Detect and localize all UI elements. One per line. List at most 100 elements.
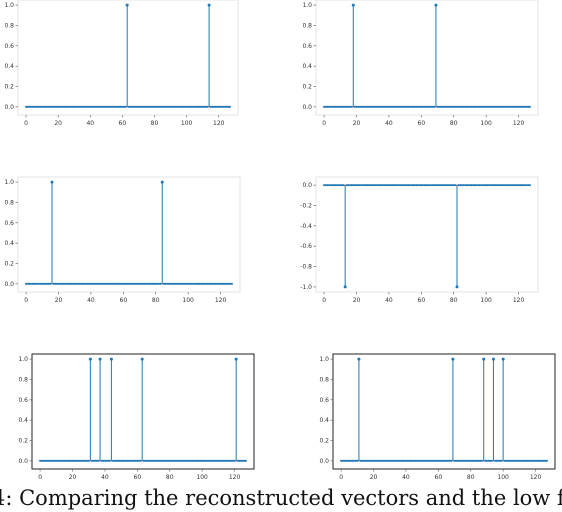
stem-marker xyxy=(491,184,494,187)
stem-marker xyxy=(166,105,169,108)
stem-marker xyxy=(457,105,460,108)
stem-marker xyxy=(103,459,106,462)
stem-marker xyxy=(519,184,522,187)
stem-marker xyxy=(494,184,497,187)
stem-marker xyxy=(183,105,187,108)
stem-marker xyxy=(68,459,71,462)
y-tick-label: 0.8 xyxy=(319,376,329,383)
stem-marker xyxy=(361,184,365,187)
stem-marker xyxy=(81,459,84,462)
stem-marker xyxy=(420,184,423,187)
stem-marker xyxy=(176,459,179,462)
stem-marker xyxy=(498,459,501,462)
stem-marker xyxy=(182,105,185,108)
stem-marker xyxy=(446,184,449,187)
stem-marker xyxy=(493,105,496,108)
stem-marker xyxy=(181,459,184,462)
stem-marker xyxy=(170,282,173,285)
stem-marker xyxy=(107,459,110,462)
stem-marker xyxy=(228,459,231,462)
x-tick-label: 80 xyxy=(450,297,458,304)
x-tick-label: 100 xyxy=(182,297,194,304)
stem-marker xyxy=(455,285,459,289)
stem-marker xyxy=(97,105,100,108)
stem-marker xyxy=(421,459,424,462)
stem-marker xyxy=(370,184,373,187)
stem-marker xyxy=(64,459,68,462)
stem-marker xyxy=(152,459,155,462)
stem-marker xyxy=(350,105,353,108)
stem-marker xyxy=(106,105,109,108)
stem-marker xyxy=(135,282,138,285)
stem-marker xyxy=(132,282,135,285)
stem-marker xyxy=(442,459,445,462)
figure-caption: 4: Comparing the reconstructed vectors a… xyxy=(0,486,562,510)
stem-marker xyxy=(183,282,186,285)
stem-marker xyxy=(506,459,510,462)
stem-marker xyxy=(147,105,150,108)
stem-marker xyxy=(71,105,74,108)
stem-marker xyxy=(430,459,433,462)
stem-marker xyxy=(159,282,162,285)
stem-marker xyxy=(28,105,31,108)
stem-marker xyxy=(65,105,68,108)
stem-marker xyxy=(350,184,353,187)
stem-marker xyxy=(190,105,193,108)
stem-marker xyxy=(391,105,394,108)
stem-marker xyxy=(194,459,197,462)
stem-marker xyxy=(107,282,110,285)
stem-marker xyxy=(353,105,356,108)
stem-marker xyxy=(472,459,476,462)
stem-marker xyxy=(489,105,493,108)
stem-marker xyxy=(25,282,28,285)
stem-marker xyxy=(138,105,142,108)
stem-marker xyxy=(214,105,217,108)
stem-marker xyxy=(327,184,331,187)
stem-marker xyxy=(63,105,66,108)
stem-marker xyxy=(159,105,162,108)
stem-marker xyxy=(114,105,118,108)
stem-marker xyxy=(370,459,373,462)
x-tick-label: 40 xyxy=(402,474,410,481)
plot-frame xyxy=(332,353,556,470)
stem-marker xyxy=(221,282,224,285)
stem-marker xyxy=(125,3,129,7)
stem-marker xyxy=(474,459,477,462)
stem-marker xyxy=(143,282,146,285)
stem-marker xyxy=(153,282,156,285)
stem-marker xyxy=(150,105,153,108)
stem-marker xyxy=(373,184,376,187)
stem-marker xyxy=(386,184,389,187)
stem-marker xyxy=(89,282,92,285)
stem-marker xyxy=(389,105,392,108)
stem-marker xyxy=(527,105,530,108)
stem-marker xyxy=(148,282,151,285)
stem-marker xyxy=(441,184,444,187)
y-tick-label: -0.8 xyxy=(300,264,312,271)
stem-marker xyxy=(367,459,370,462)
plot-frame xyxy=(315,0,539,116)
stem-marker xyxy=(503,459,506,462)
stem-marker xyxy=(534,459,537,462)
stem-marker xyxy=(451,184,454,187)
stem-marker xyxy=(461,459,464,462)
y-tick-label: -0.6 xyxy=(300,243,312,250)
stem-marker xyxy=(496,105,499,108)
stem-marker xyxy=(471,459,474,462)
stem-marker xyxy=(476,105,480,108)
stem-marker xyxy=(128,282,131,285)
stem-marker xyxy=(532,459,535,462)
y-tick-label: 0.2 xyxy=(4,84,14,91)
stem-marker xyxy=(53,105,56,108)
stem-marker xyxy=(383,105,386,108)
stem-marker xyxy=(393,459,396,462)
stem-marker xyxy=(520,184,523,187)
panel-middle-right: 0 20 40 60 80 100 120 0.0 -0.2 -0.4 -0.6 -0.8 -1.0 xyxy=(300,176,539,304)
stem-marker xyxy=(186,459,189,462)
stem-marker xyxy=(488,105,491,108)
stem-marker xyxy=(472,184,475,187)
stem-marker xyxy=(447,184,450,187)
stem-marker xyxy=(222,105,225,108)
stem-marker xyxy=(477,459,480,462)
stem-marker xyxy=(83,282,86,285)
